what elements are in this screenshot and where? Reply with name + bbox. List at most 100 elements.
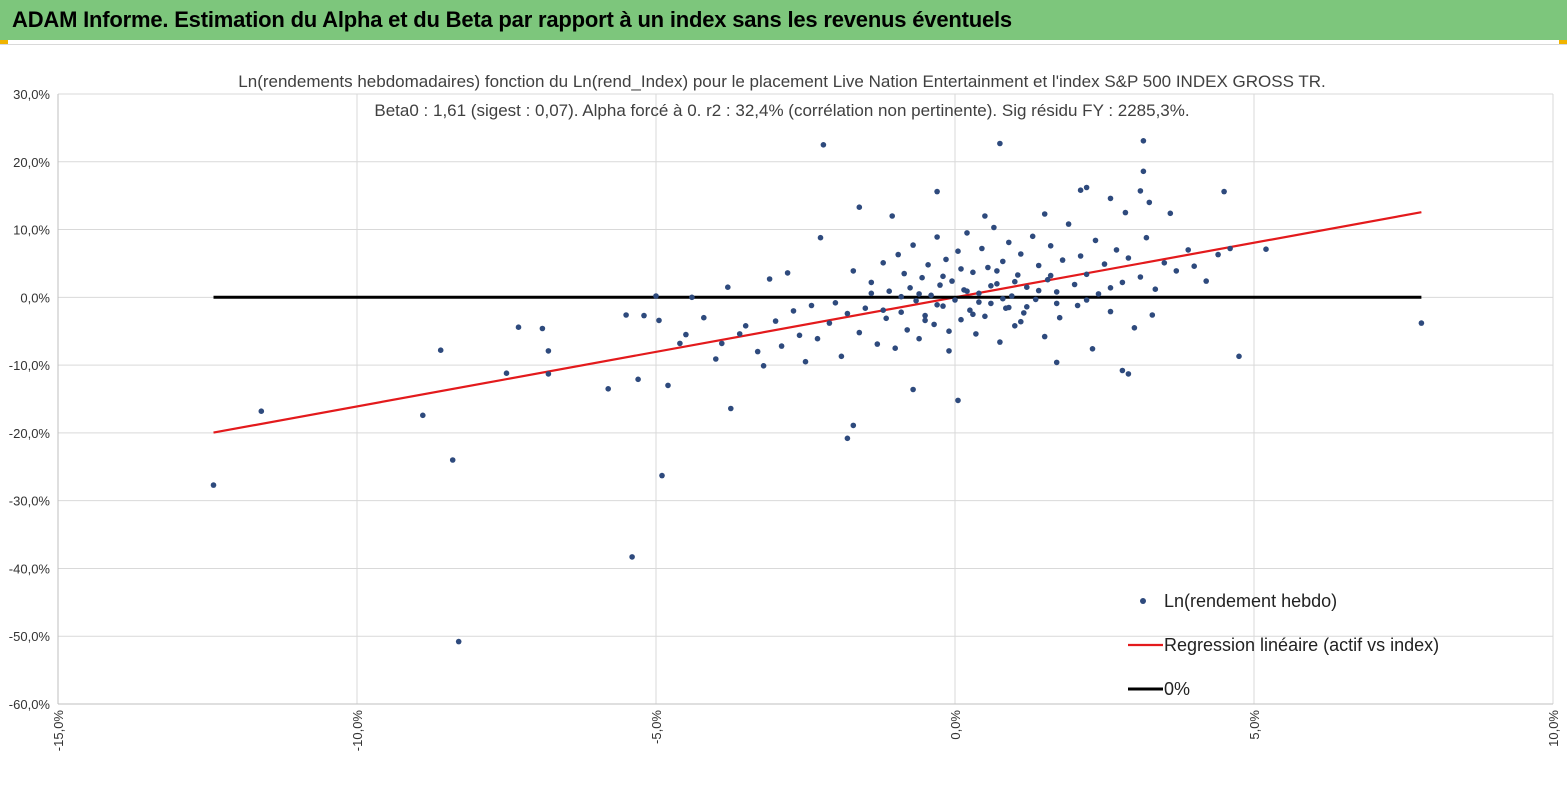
scatter-point [934, 234, 940, 240]
series-lines [213, 211, 1422, 434]
legend-label: 0% [1164, 679, 1190, 699]
scatter-point [982, 213, 988, 219]
scatter-point [653, 293, 659, 299]
y-tick-label: -40,0% [9, 561, 51, 576]
scatter-point [955, 397, 961, 404]
scatter-point [925, 262, 931, 268]
scatter-point [1092, 237, 1099, 244]
legend-label: Regression linéaire (actif vs index) [1164, 635, 1439, 655]
scatter-point [808, 302, 815, 309]
scatter-point [901, 270, 907, 277]
y-tick-label: -50,0% [9, 629, 51, 644]
chart-legend: Ln(rendement hebdo) Regression linéaire (… [1128, 591, 1439, 699]
scatter-point [760, 363, 767, 369]
scatter-point [1122, 209, 1129, 216]
scatter-point [1185, 247, 1191, 253]
scatter-point [545, 348, 552, 354]
scatter-point [683, 331, 689, 338]
scatter-point [1131, 325, 1138, 331]
scatter-point [964, 288, 970, 294]
scatter-point [1015, 272, 1021, 278]
scatter-point [991, 224, 997, 231]
y-tick-label: 0,0% [20, 290, 50, 305]
scatter-point [880, 260, 886, 266]
scatter-point [1221, 188, 1227, 195]
scatter-point [1053, 359, 1060, 366]
scatter-point [922, 312, 928, 319]
scatter-point [1149, 312, 1156, 318]
scatter-point [641, 312, 647, 319]
scatter-point [1167, 210, 1174, 217]
scatter-point [1083, 297, 1090, 303]
scatter-point [844, 435, 851, 442]
y-tick-label: 30,0% [13, 87, 50, 102]
scatter-point [814, 335, 821, 342]
x-tick-label: 0,0% [948, 710, 963, 740]
chart-title: Ln(rendements hebdomadaires) fonction du… [238, 72, 1325, 91]
scatter-point [784, 270, 791, 276]
scatter-point [934, 188, 940, 195]
scatter-point [1012, 323, 1018, 329]
scatter-point [997, 339, 1003, 345]
scatter-chart: 30,0% 20,0% 10,0% 0,0% -10,0% -20,0% -30,0% -40… [9, 72, 1561, 751]
y-tick-label: -30,0% [9, 494, 51, 509]
scatter-point [623, 312, 629, 318]
scatter-point [1263, 246, 1269, 252]
scatter-point [659, 472, 665, 479]
scatter-point [898, 309, 904, 316]
scatter-point [1137, 188, 1144, 194]
scatter-point [725, 284, 731, 290]
regression-line [213, 211, 1422, 434]
legend-marker-points [1140, 598, 1146, 604]
scatter-point [844, 310, 851, 317]
scatter-point [817, 234, 824, 241]
scatter-point [790, 308, 797, 314]
scatter-point [1006, 304, 1012, 311]
scatter-point [1418, 320, 1425, 326]
scatter-point [503, 370, 510, 377]
scatter-point [907, 285, 913, 291]
scatter-point [1059, 257, 1066, 263]
report-title: ADAM Informe. Estimation du Alpha et du … [12, 7, 1012, 32]
scatter-point [802, 358, 809, 365]
scatter-point [850, 422, 857, 429]
scatter-point [210, 482, 217, 488]
scatter-point [922, 317, 928, 324]
scatter-point [1053, 300, 1060, 307]
scatter-point [1215, 251, 1221, 258]
scatter-point [868, 279, 875, 286]
scatter-point [1107, 308, 1114, 315]
scatter-point [1173, 268, 1180, 274]
scatter-point [1101, 261, 1108, 267]
scatter-point [1018, 318, 1024, 325]
scatter-point [1035, 287, 1042, 294]
scatter-point [838, 353, 845, 360]
scatter-point [1113, 247, 1120, 253]
scatter-point [1041, 211, 1048, 217]
scatter-point [1024, 284, 1030, 290]
scatter-point [1021, 310, 1027, 316]
y-tick-label: -60,0% [9, 697, 51, 712]
scatter-point [1083, 271, 1090, 278]
chart-subtitle: Beta0 : 1,61 (sigest : 0,07). Alpha forc… [374, 101, 1189, 120]
x-tick-label: 5,0% [1247, 710, 1262, 740]
scatter-point [916, 291, 922, 297]
scatter-point [1089, 346, 1096, 352]
scatter-point [976, 290, 982, 297]
scatter-point [1161, 260, 1168, 266]
scatter-point [1000, 295, 1006, 302]
scatter-point [1047, 272, 1054, 279]
scatter-point [997, 140, 1003, 147]
scatter-point [1119, 279, 1126, 286]
scatter-point [904, 327, 910, 333]
scatter-point [994, 268, 1000, 274]
scatter-point [883, 315, 889, 322]
x-tick-label: 10,0% [1546, 710, 1561, 747]
grid-layer [57, 93, 1554, 705]
scatter-point [856, 329, 863, 336]
scatter-point [1044, 276, 1051, 283]
scatter-point [976, 299, 982, 305]
scatter-point [955, 248, 961, 254]
scatter-point [1041, 333, 1048, 340]
scatter-point [742, 323, 749, 329]
